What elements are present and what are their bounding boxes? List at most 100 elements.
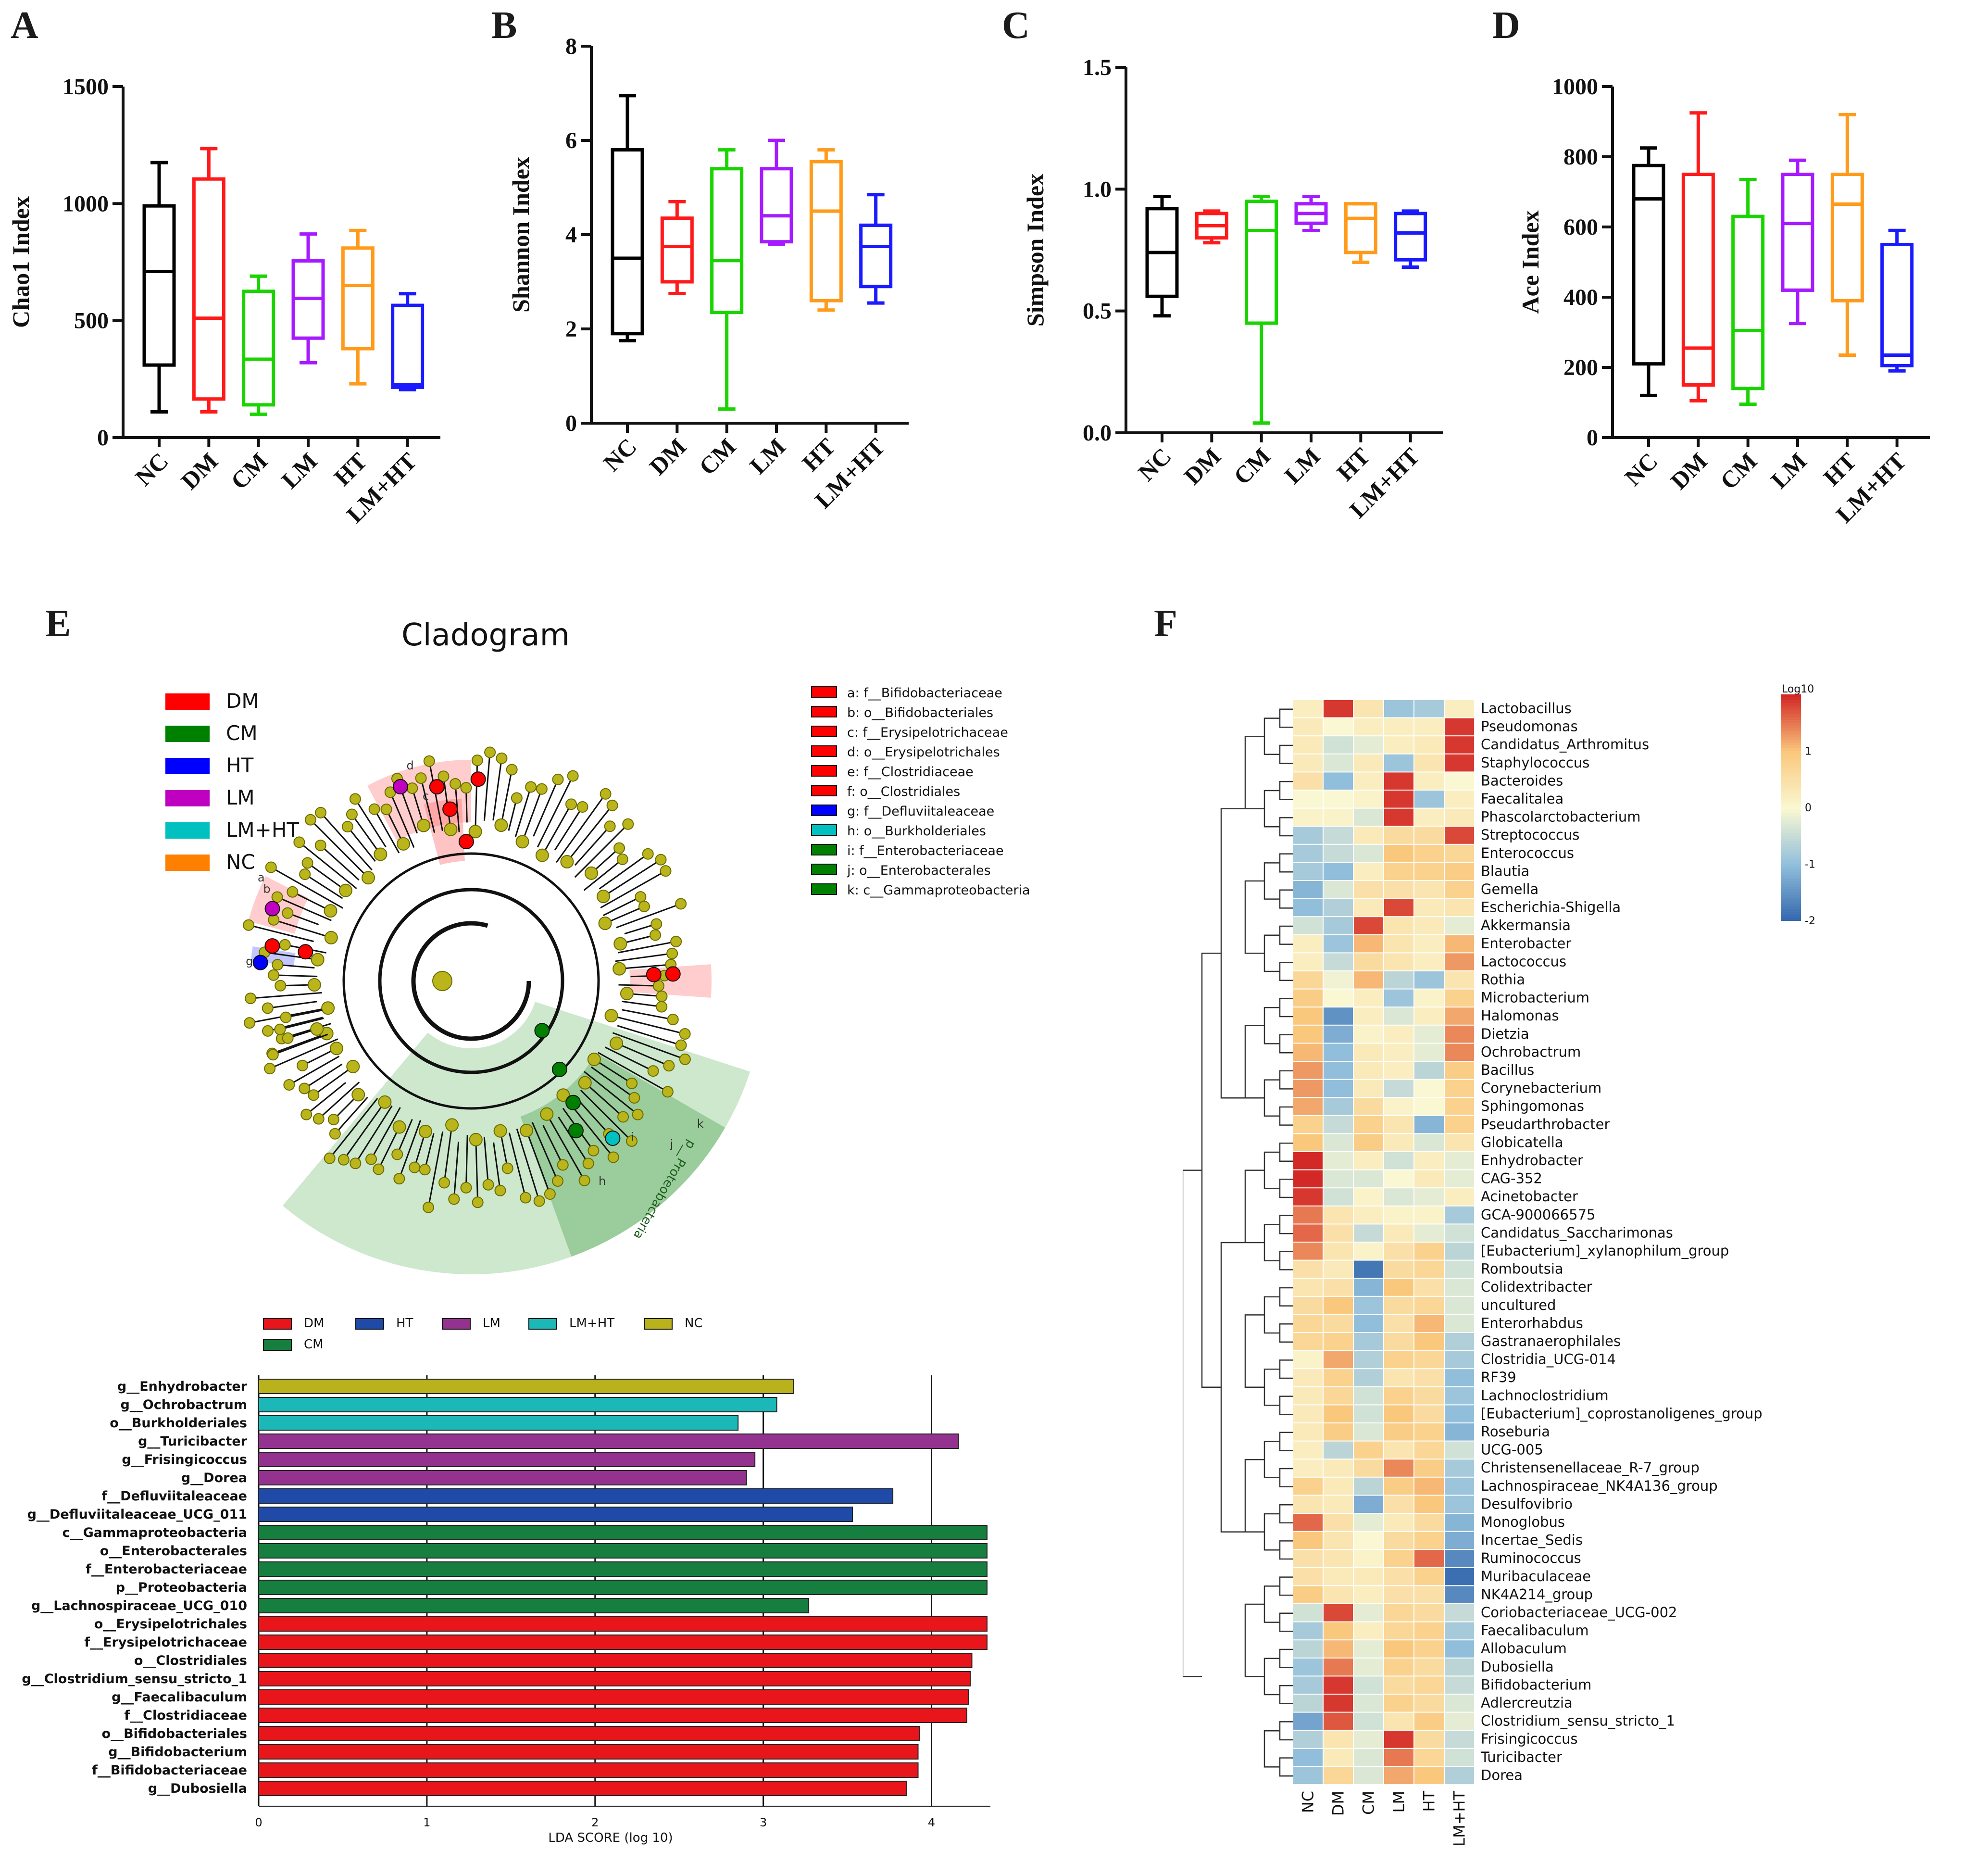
- lda-bar-label: c__Gammaproteobacteria: [63, 1525, 247, 1540]
- leaf-node: [380, 804, 392, 816]
- branch: [603, 896, 641, 916]
- y-tick-label: 0.5: [1083, 299, 1112, 324]
- heatmap-row-label: Pseudarthrobacter: [1481, 1116, 1610, 1132]
- branch: [465, 1134, 468, 1188]
- heatmap-cell: [1324, 1116, 1353, 1133]
- leaf-node: [245, 993, 257, 1005]
- key-swatch: [811, 883, 837, 895]
- heatmap-cell: [1384, 1712, 1413, 1730]
- heatmap-row-label: Phascolarctobacterium: [1481, 809, 1641, 825]
- heatmap-cell: [1354, 1098, 1383, 1115]
- heatmap-cell: [1354, 1532, 1383, 1549]
- heatmap-cell: [1324, 1296, 1353, 1314]
- x-tick-label: LM: [276, 447, 323, 494]
- colorbar-segment: [1781, 864, 1801, 868]
- heatmap-row-label: Lachnospiraceae_NK4A136_group: [1481, 1478, 1718, 1494]
- heatmap-row-label: Streptococcus: [1481, 827, 1580, 843]
- inner-node: [613, 962, 626, 976]
- heatmap-cell: [1384, 863, 1413, 880]
- branch: [299, 842, 357, 889]
- colorbar-segment: [1781, 711, 1801, 715]
- leaf-node: [341, 821, 353, 833]
- heatmap-row-label: Muribaculaceae: [1481, 1568, 1591, 1584]
- leaf-node: [679, 1028, 691, 1040]
- heatmap-cell: [1414, 1387, 1444, 1405]
- heatmap-row-label: NK4A214_group: [1481, 1586, 1593, 1602]
- colorbar-segment: [1781, 697, 1801, 701]
- panel-label-c: C: [1002, 4, 1030, 47]
- leaf-node: [679, 1053, 691, 1065]
- colorbar-segment: [1781, 900, 1801, 904]
- key-label: d: o__Erysipelotrichales: [847, 745, 1000, 760]
- highlighted-node: [551, 1061, 567, 1077]
- heatmap-cell: [1354, 1676, 1383, 1694]
- heatmap-cell: [1293, 1152, 1323, 1169]
- heatmap-cell: [1324, 917, 1353, 934]
- heatmap-cell: [1354, 700, 1383, 717]
- heatmap-cell: [1384, 899, 1413, 917]
- branch: [304, 873, 343, 899]
- colorbar-segment: [1781, 883, 1801, 887]
- heatmap-cell: [1414, 1369, 1444, 1386]
- leaf-node: [576, 801, 588, 813]
- inner-node: [346, 1059, 360, 1073]
- colorbar-segment: [1781, 827, 1801, 830]
- y-tick-label: 1000: [63, 191, 109, 216]
- branch: [310, 819, 369, 879]
- heatmap-cell: [1293, 1206, 1323, 1224]
- heatmap-cell: [1354, 1441, 1383, 1459]
- heatmap-cell: [1293, 953, 1323, 970]
- panel-label-d: D: [1492, 4, 1520, 47]
- heatmap-cell: [1354, 1243, 1383, 1260]
- branch: [443, 1125, 453, 1183]
- branch: [574, 823, 629, 878]
- lda-bar: [258, 1726, 921, 1741]
- box-NC: [611, 148, 644, 336]
- heatmap-cell: [1324, 989, 1353, 1007]
- heatmap-cell: [1384, 1604, 1413, 1622]
- branch: [508, 1132, 526, 1198]
- leaf-node: [299, 868, 311, 880]
- heatmap-cell: [1414, 1007, 1444, 1025]
- heatmap-cell: [1384, 1532, 1413, 1549]
- lda-bar-label: g__Enhydrobacter: [117, 1379, 248, 1394]
- heatmap-cell: [1293, 1514, 1323, 1531]
- heatmap-cell: [1324, 1405, 1353, 1422]
- y-axis-label: Chao1 Index: [7, 196, 34, 328]
- heatmap-cell: [1293, 1441, 1323, 1459]
- heatmap-cell: [1293, 1315, 1323, 1332]
- heatmap-cell: [1324, 1748, 1353, 1766]
- inner-node: [361, 871, 375, 885]
- branch: [583, 858, 623, 891]
- node-label: g: [246, 955, 253, 968]
- legend-label-HT: HT: [396, 1316, 413, 1331]
- heatmap-cell: [1445, 1279, 1474, 1296]
- leaf-node: [536, 783, 548, 795]
- heatmap-cell: [1293, 971, 1323, 989]
- heatmap-cell: [1445, 1586, 1474, 1603]
- legend-label-DM: DM: [226, 689, 259, 713]
- lda-bar: [258, 1744, 919, 1760]
- lda-bar: [258, 1379, 794, 1394]
- heatmap-cell: [1384, 1351, 1413, 1369]
- leaf-node: [450, 778, 462, 790]
- leaf-node: [274, 1023, 286, 1035]
- colorbar-title: Log10: [1782, 683, 1814, 695]
- leaf-node: [656, 990, 668, 1002]
- inner-node: [310, 1022, 324, 1036]
- leaf-node: [262, 1002, 274, 1014]
- heatmap-cell: [1445, 1315, 1474, 1332]
- heatmap-cell: [1354, 1496, 1383, 1513]
- leaf-node: [391, 1148, 403, 1160]
- inner-node: [417, 818, 431, 832]
- leaf-node: [670, 935, 682, 947]
- inner-node: [598, 917, 612, 930]
- branch: [269, 1038, 338, 1069]
- heatmap-cell: [1324, 1441, 1353, 1459]
- heatmap-cell: [1445, 1296, 1474, 1314]
- heatmap-cell: [1445, 1514, 1474, 1531]
- heatmap-cell: [1324, 1279, 1353, 1296]
- heatmap-cell: [1354, 1604, 1383, 1622]
- leaf-node: [626, 1135, 638, 1147]
- heatmap-cell: [1445, 1496, 1474, 1513]
